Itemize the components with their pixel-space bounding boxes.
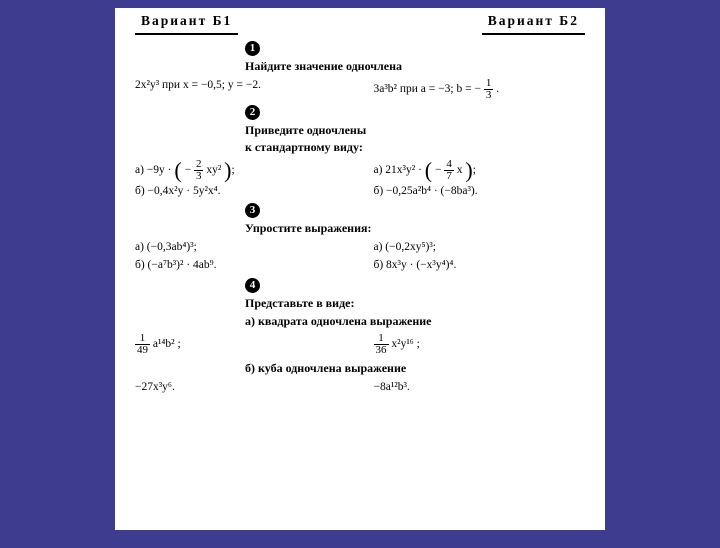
t4r-d: 36 — [374, 345, 389, 356]
t2ra-post: x — [454, 164, 463, 176]
variant-b1: Вариант Б1 — [135, 12, 238, 35]
variant-b2: Вариант Б2 — [482, 12, 585, 35]
task3-row-b: б) (−a⁷b³)² · 4ab⁹. б) 8x³y · (−x³y⁴)⁴. — [135, 258, 585, 274]
t4l-d: 49 — [135, 345, 150, 356]
title-1: Найдите значение одночлена — [245, 58, 585, 74]
badge-2: 2 — [245, 105, 260, 120]
title-2a: Приведите одночлены — [245, 122, 585, 138]
task3-la: а) (−0,3ab⁴)³; — [135, 240, 347, 256]
task1-right-a: 3a³b² при a = −3; b = − — [374, 84, 481, 96]
badge-3: 3 — [245, 203, 260, 218]
title-4: Представьте в виде: — [245, 295, 585, 311]
t2ra-pre: а) 21x³y² · — [374, 164, 425, 176]
lparen-icon: ( — [174, 157, 181, 182]
task4-rA: 1 36 x²y¹⁶ ; — [374, 333, 586, 356]
t1r-den: 3 — [484, 90, 494, 101]
task3-rb: б) 8x³y · (−x³y⁴)⁴. — [374, 258, 586, 274]
task4-row-a: 1 49 a¹⁴b² ; 1 36 x²y¹⁶ ; — [135, 333, 585, 356]
t4r-frac: 1 36 — [374, 333, 389, 356]
task2-rb: б) −0,25a²b⁴ · (−8ba³). — [374, 184, 586, 200]
title-4a: а) квадрата одночлена выражение — [245, 313, 585, 329]
task1-row: 2x²y³ при x = −0,5; y = −2. 3a³b² при a … — [135, 78, 585, 101]
badge-1: 1 — [245, 41, 260, 56]
t2la-pre: а) −9y · — [135, 164, 174, 176]
task4-rB: −8a¹²b³. — [374, 380, 586, 396]
rparen-icon: ) — [224, 157, 231, 182]
title-4b: б) куба одночлена выражение — [245, 360, 585, 376]
task1-right: 3a³b² при a = −3; b = − 1 3 . — [374, 78, 586, 101]
rparen-icon: ) — [465, 157, 472, 182]
task3-row-a: а) (−0,3ab⁴)³; а) (−0,2xy⁵)³; — [135, 240, 585, 256]
task1-left: 2x²y³ при x = −0,5; y = −2. — [135, 78, 347, 101]
task1-right-frac: 1 3 — [484, 78, 494, 101]
title-2b: к стандартному виду: — [245, 139, 585, 155]
t2la-post: xy² — [203, 164, 221, 176]
task2-la: а) −9y · ( − 2 3 xy² ); — [135, 159, 347, 182]
task2-row-a: а) −9y · ( − 2 3 xy² ); а) 21x³y² · ( − … — [135, 159, 585, 182]
t4l-frac: 1 49 — [135, 333, 150, 356]
task2-ra: а) 21x³y² · ( − 4 7 x ); — [374, 159, 586, 182]
task2-lb: б) −0,4x²y · 5y²x⁴. — [135, 184, 347, 200]
worksheet-page: Вариант Б1 Вариант Б2 1 Найдите значение… — [115, 8, 605, 530]
t2ra-n: 4 — [444, 159, 454, 171]
task3-ra: а) (−0,2xy⁵)³; — [374, 240, 586, 256]
variant-row: Вариант Б1 Вариант Б2 — [135, 12, 585, 35]
task4-row-b: −27x³y⁶. −8a¹²b³. — [135, 380, 585, 396]
t4l-rest: a¹⁴b² ; — [150, 338, 181, 350]
task4-lA: 1 49 a¹⁴b² ; — [135, 333, 347, 356]
task2-row-b: б) −0,4x²y · 5y²x⁴. б) −0,25a²b⁴ · (−8ba… — [135, 184, 585, 200]
title-3: Упростите выражения: — [245, 220, 585, 236]
task4-lB: −27x³y⁶. — [135, 380, 347, 396]
lparen-icon: ( — [425, 157, 432, 182]
task3-lb: б) (−a⁷b³)² · 4ab⁹. — [135, 258, 347, 274]
t2ra-frac: 4 7 — [444, 159, 454, 182]
t2ra-d: 7 — [444, 171, 454, 182]
badge-4: 4 — [245, 278, 260, 293]
t4r-rest: x²y¹⁶ ; — [389, 338, 420, 350]
